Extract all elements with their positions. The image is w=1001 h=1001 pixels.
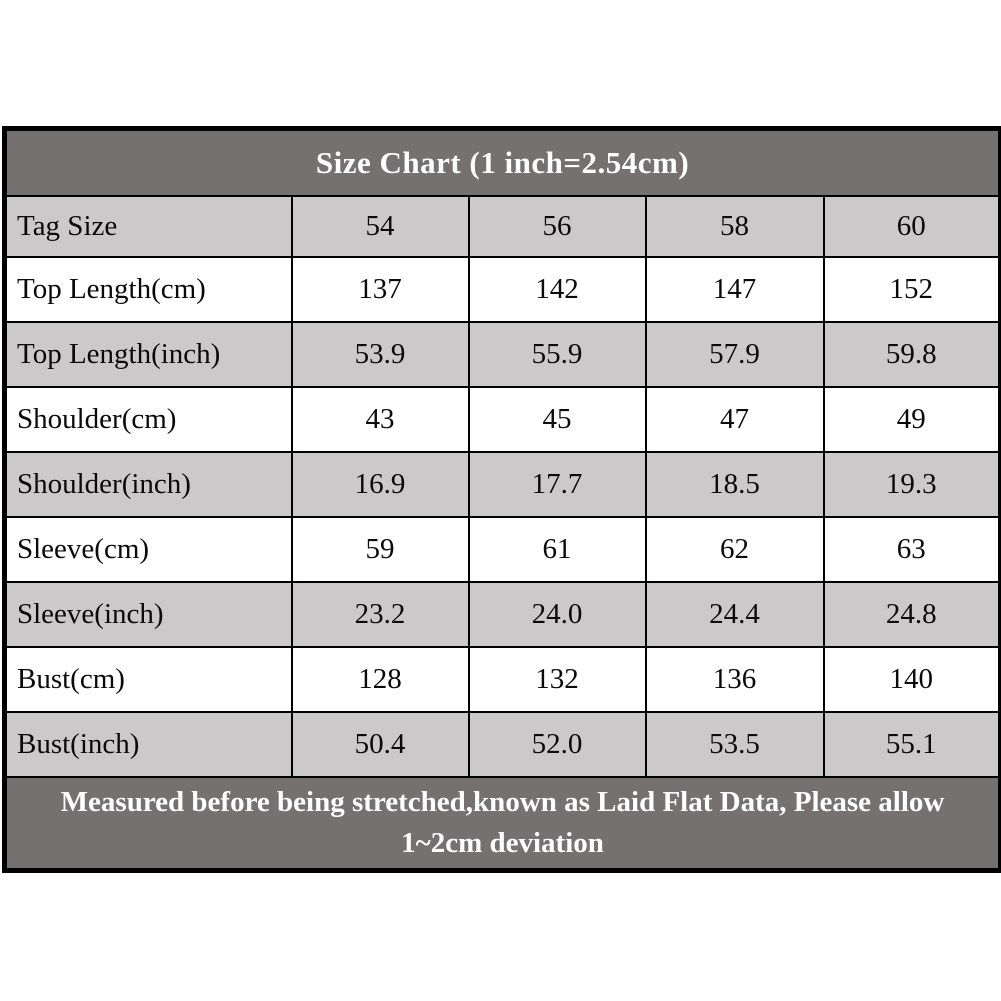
measurement-value: 136 [644, 646, 825, 713]
table-row: Bust(cm) 128 132 136 140 [3, 646, 1001, 713]
row-label: Shoulder(inch) [3, 451, 293, 518]
measurement-value: 59 [290, 516, 470, 583]
measurement-value: 16.9 [290, 451, 470, 518]
measurement-value: 53.5 [644, 711, 825, 778]
row-label: Sleeve(cm) [3, 516, 293, 583]
measurement-value: 63 [822, 516, 1001, 583]
measurement-value: 23.2 [290, 581, 470, 648]
row-label: Shoulder(cm) [3, 386, 293, 453]
measurement-value: 128 [290, 646, 470, 713]
measurement-value: 59.8 [822, 321, 1001, 388]
measurement-value: 18.5 [644, 451, 825, 518]
measurement-value: 62 [644, 516, 825, 583]
measurement-value: 152 [822, 256, 1001, 323]
column-header-size-58: 58 [644, 195, 825, 258]
column-header-size-54: 54 [290, 195, 470, 258]
measurement-value: 19.3 [822, 451, 1001, 518]
footnote-line-1: Measured before being stretched,known as… [60, 786, 945, 818]
footnote-line-2: 1~2cm deviation [401, 827, 604, 859]
table-row: Sleeve(cm) 59 61 62 63 [3, 516, 1001, 583]
table-title: Size Chart (1 inch=2.54cm) [3, 127, 1001, 197]
measurement-rows: Top Length(cm) 137 142 147 152 Top Length(inc… [3, 256, 1001, 778]
row-label: Top Length(cm) [3, 256, 293, 323]
column-header-size-60: 60 [822, 195, 1001, 258]
size-chart-table: Size Chart (1 inch=2.54cm) Tag Size 54 56 5… [2, 126, 1001, 873]
measurement-value: 43 [290, 386, 470, 453]
measurement-value: 132 [467, 646, 647, 713]
table-row: Shoulder(inch) 16.9 17.7 18.5 19.3 [3, 451, 1001, 518]
table-title-row: Size Chart (1 inch=2.54cm) [3, 127, 1001, 197]
table-row: Bust(inch) 50.4 52.0 53.5 55.1 [3, 711, 1001, 778]
table-row: Shoulder(cm) 43 45 47 49 [3, 386, 1001, 453]
row-label: Top Length(inch) [3, 321, 293, 388]
measurement-value: 61 [467, 516, 647, 583]
measurement-value: 47 [644, 386, 825, 453]
table-row: Sleeve(inch) 23.2 24.0 24.4 24.8 [3, 581, 1001, 648]
column-header-tag-size: Tag Size [3, 195, 293, 258]
table-row: Top Length(cm) 137 142 147 152 [3, 256, 1001, 323]
measurement-value: 142 [467, 256, 647, 323]
measurement-value: 24.0 [467, 581, 647, 648]
measurement-value: 57.9 [644, 321, 825, 388]
measurement-value: 147 [644, 256, 825, 323]
measurement-value: 24.4 [644, 581, 825, 648]
table-footnote: Measured before being stretched,known as… [3, 776, 1001, 872]
measurement-value: 17.7 [467, 451, 647, 518]
tag-size-row: Tag Size 54 56 58 60 [3, 195, 1001, 258]
table-footer-row: Measured before being stretched,known as… [3, 776, 1001, 872]
row-label: Bust(inch) [3, 711, 293, 778]
measurement-value: 53.9 [290, 321, 470, 388]
row-label: Sleeve(inch) [3, 581, 293, 648]
measurement-value: 55.9 [467, 321, 647, 388]
measurement-value: 52.0 [467, 711, 647, 778]
measurement-value: 24.8 [822, 581, 1001, 648]
table-row: Top Length(inch) 53.9 55.9 57.9 59.8 [3, 321, 1001, 388]
row-label: Bust(cm) [3, 646, 293, 713]
column-header-size-56: 56 [467, 195, 647, 258]
measurement-value: 137 [290, 256, 470, 323]
measurement-value: 140 [822, 646, 1001, 713]
measurement-value: 50.4 [290, 711, 470, 778]
measurement-value: 45 [467, 386, 647, 453]
measurement-value: 49 [822, 386, 1001, 453]
measurement-value: 55.1 [822, 711, 1001, 778]
